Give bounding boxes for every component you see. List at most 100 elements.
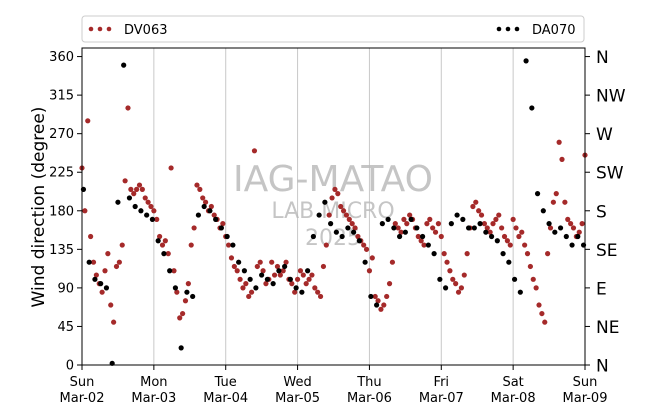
x-tick-label-date-2: Mar-04 <box>203 391 248 406</box>
point-da070-48 <box>356 238 362 244</box>
point-da070-59 <box>420 233 426 240</box>
point-dv063-157 <box>530 276 536 282</box>
point-dv063-7 <box>99 289 105 295</box>
point-dv063-138 <box>476 208 482 214</box>
point-dv063-148 <box>504 238 510 244</box>
point-dv063-108 <box>389 259 396 265</box>
point-da070-15 <box>167 268 173 274</box>
point-dv063-169 <box>565 216 571 222</box>
point-dv063-3 <box>88 233 94 240</box>
point-dv063-154 <box>522 242 528 248</box>
point-dv063-43 <box>202 199 209 205</box>
point-dv063-80 <box>309 272 315 278</box>
point-da070-14 <box>161 251 167 257</box>
point-dv063-52 <box>228 255 235 261</box>
point-dv063-68 <box>274 263 281 270</box>
x-tick-label-date-4: Mar-06 <box>347 391 392 406</box>
x-tick-label-day-0: Sun <box>70 375 95 390</box>
point-dv063-100 <box>366 268 373 274</box>
point-da070-21 <box>201 203 207 210</box>
point-da070-7 <box>121 62 127 68</box>
point-da070-75 <box>511 276 518 282</box>
gridlines <box>153 48 514 365</box>
point-da070-12 <box>149 216 156 222</box>
point-dv063-136 <box>470 203 476 210</box>
point-da070-83 <box>557 225 564 231</box>
point-dv063-137 <box>473 199 479 205</box>
point-dv063-83 <box>317 293 324 300</box>
x-tick-label-date-7: Mar-09 <box>563 391 608 406</box>
point-dv063-121 <box>427 216 433 222</box>
point-dv063-77 <box>300 272 306 278</box>
point-dv063-166 <box>556 139 562 145</box>
point-da070-13 <box>155 238 161 244</box>
point-da070-38 <box>299 289 305 295</box>
point-dv063-39 <box>191 225 197 231</box>
point-dv063-42 <box>200 195 206 201</box>
point-da070-2 <box>92 276 98 282</box>
point-dv063-167 <box>559 156 565 162</box>
point-dv063-18 <box>131 191 137 197</box>
point-dv063-163 <box>547 225 554 231</box>
point-dv063-124 <box>435 221 442 227</box>
point-da070-54 <box>391 225 397 231</box>
point-dv063-73 <box>289 281 295 287</box>
point-da070-62 <box>437 276 443 282</box>
point-dv063-159 <box>536 302 542 308</box>
point-da070-22 <box>207 208 213 214</box>
point-da070-65 <box>454 212 460 218</box>
point-dv063-89 <box>335 191 341 197</box>
point-dv063-53 <box>231 263 237 270</box>
point-da070-61 <box>431 251 437 257</box>
point-dv063-110 <box>395 225 401 231</box>
point-dv063-105 <box>381 302 387 308</box>
point-dv063-86 <box>326 212 332 218</box>
point-dv063-168 <box>562 199 568 205</box>
point-da070-3 <box>98 281 104 287</box>
point-dv063-34 <box>177 315 183 321</box>
point-da070-46 <box>345 225 351 231</box>
point-dv063-1 <box>82 208 88 214</box>
x-tick-label-day-1: Mon <box>140 375 167 390</box>
point-da070-44 <box>333 229 339 235</box>
point-dv063-69 <box>277 272 283 278</box>
point-da070-51 <box>374 302 380 308</box>
point-dv063-45 <box>208 203 214 210</box>
compass-tick-label-1: NE <box>596 318 619 338</box>
watermark-line-1: IAG-MATAO <box>233 159 433 200</box>
point-dv063-2 <box>85 118 91 124</box>
point-dv063-102 <box>372 293 378 300</box>
point-da070-19 <box>190 293 196 300</box>
point-da070-80 <box>540 208 546 214</box>
point-dv063-95 <box>352 225 358 231</box>
point-da070-71 <box>488 233 495 240</box>
point-da070-72 <box>494 238 500 244</box>
x-tick-label-day-5: Fri <box>434 375 450 390</box>
point-dv063-111 <box>398 229 404 235</box>
point-dv063-171 <box>570 225 577 231</box>
point-dv063-170 <box>568 221 574 227</box>
point-dv063-59 <box>248 289 255 295</box>
point-da070-49 <box>362 259 368 265</box>
point-dv063-5 <box>93 272 99 278</box>
point-dv063-58 <box>246 293 252 300</box>
x-axis: SunMar-02MonMar-03TueMar-04WedMar-05ThuM… <box>60 365 608 406</box>
point-dv063-104 <box>378 306 384 312</box>
point-dv063-35 <box>180 310 186 317</box>
point-dv063-125 <box>438 233 444 240</box>
point-da070-11 <box>144 212 150 218</box>
point-dv063-153 <box>519 229 525 235</box>
point-da070-34 <box>276 268 282 274</box>
point-dv063-162 <box>545 251 551 257</box>
y-tick-label-315: 315 <box>49 89 74 104</box>
point-da070-29 <box>247 276 253 282</box>
compass-tick-label-8: N <box>596 48 609 68</box>
point-da070-25 <box>224 233 230 240</box>
point-dv063-33 <box>174 289 180 295</box>
point-da070-66 <box>460 216 466 222</box>
point-dv063-49 <box>220 221 226 227</box>
point-dv063-79 <box>306 276 312 282</box>
point-dv063-165 <box>553 191 559 197</box>
point-da070-57 <box>408 216 414 222</box>
point-dv063-74 <box>292 289 298 295</box>
